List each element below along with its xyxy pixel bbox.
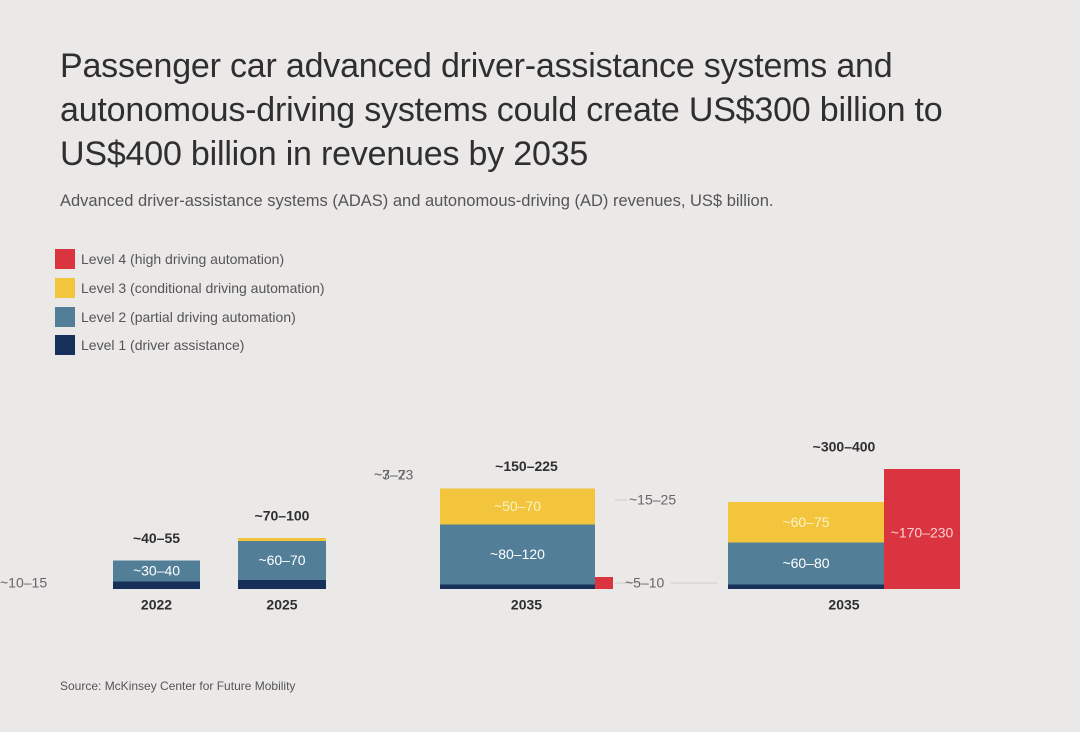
total-label-0: ~40–55 [133,530,180,546]
bar-level2-1 [238,541,326,580]
label-level2-3: ~60–80 [782,555,829,571]
legend-swatch-level3 [55,278,75,299]
chart-subtitle: Advanced driver-assistance systems (ADAS… [60,192,774,210]
bar-level1-3 [728,584,884,589]
bar-level2-0 [113,560,200,582]
legend-item-level1: Level 1 (driver assistance) [55,331,325,360]
bar-level3-2 [440,488,595,525]
legend-item-level2: Level 2 (partial driving automation) [55,302,325,331]
legend: Level 4 (high driving automation) Level … [55,245,325,360]
bar-level3-1 [238,538,326,541]
bar-level2-3 [728,542,884,585]
total-label-2: ~150–225 [495,458,558,474]
total-label-1: ~70–100 [255,508,310,524]
category-label-2: 2035 [511,597,542,613]
source-note: Source: McKinsey Center for Future Mobil… [60,679,296,693]
label-level1-1: ~7–23 [374,467,414,483]
label-level3-1: ~3–7 [374,467,406,483]
label-level4-2: ~15–25 [629,492,676,508]
bar-level2-2 [440,524,595,585]
legend-item-level3: Level 3 (conditional driving automation) [55,274,325,303]
bar-level3-3 [728,502,884,543]
label-level3-2: ~50–70 [494,498,541,514]
label-level2-2: ~80–120 [490,546,545,562]
legend-label-level2: Level 2 (partial driving automation) [81,308,296,325]
bar-level4-3 [884,469,960,589]
label-level4-3: ~170–230 [891,525,954,541]
label-level3-3: ~60–75 [782,514,829,530]
legend-label-level3: Level 3 (conditional driving automation) [81,280,325,297]
label-level2-0: ~30–40 [133,563,180,579]
chart-title: Passenger car advanced driver-assistance… [60,47,943,173]
bar-level1-1 [238,580,326,589]
legend-item-level4: Level 4 (high driving automation) [55,245,325,274]
category-label-0: 2022 [141,597,172,613]
legend-label-level1: Level 1 (driver assistance) [81,337,245,354]
bar-level4-2 [595,577,613,589]
total-label-3: ~300–400 [813,439,876,455]
label-level2-1: ~60–70 [258,552,305,568]
label-level1-2: ~5–10 [625,575,665,591]
bar-level1-2 [440,584,595,589]
category-label-3: 2035 [828,597,859,613]
legend-label-level4: Level 4 (high driving automation) [81,251,285,268]
legend-swatch-level2 [55,306,75,327]
bar-level1-0 [113,581,200,589]
legend-swatch-level1 [55,335,75,356]
label-level1-0: ~10–15 [0,575,47,591]
category-label-1: 2025 [266,597,297,613]
legend-swatch-level4 [55,249,75,270]
